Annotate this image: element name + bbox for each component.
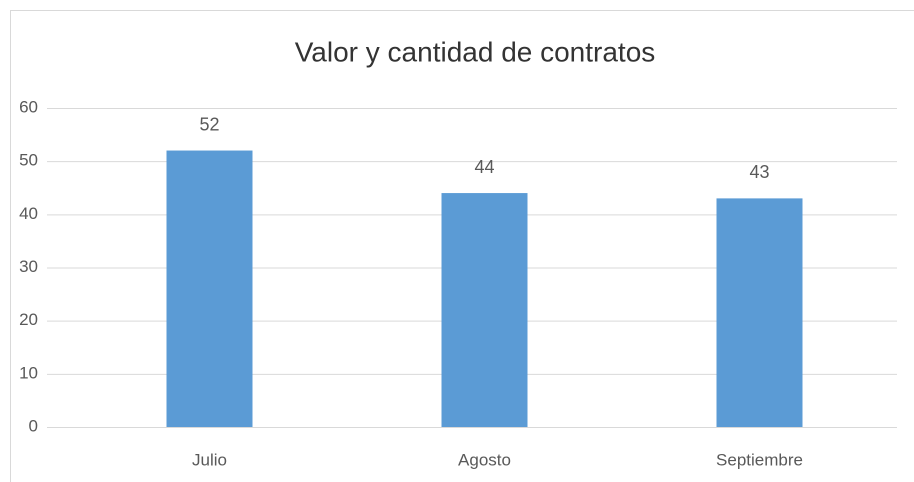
y-tick-label: 60 — [19, 97, 38, 116]
data-label: 43 — [749, 162, 769, 182]
y-tick-label: 0 — [29, 416, 38, 435]
y-tick-label: 30 — [19, 257, 38, 276]
y-tick-label: 20 — [19, 310, 38, 329]
data-label: 52 — [199, 114, 219, 134]
y-tick-label: 40 — [19, 204, 38, 223]
x-tick-label: Agosto — [458, 450, 511, 469]
y-tick-label: 10 — [19, 363, 38, 382]
bar — [166, 150, 253, 428]
chart-title: Valor y cantidad de contratos — [295, 36, 656, 67]
x-tick-label: Julio — [192, 450, 227, 469]
data-label: 44 — [474, 157, 494, 177]
bar — [441, 193, 528, 427]
y-tick-label: 50 — [19, 151, 38, 170]
bar — [716, 198, 803, 427]
x-tick-label: Septiembre — [716, 450, 803, 469]
